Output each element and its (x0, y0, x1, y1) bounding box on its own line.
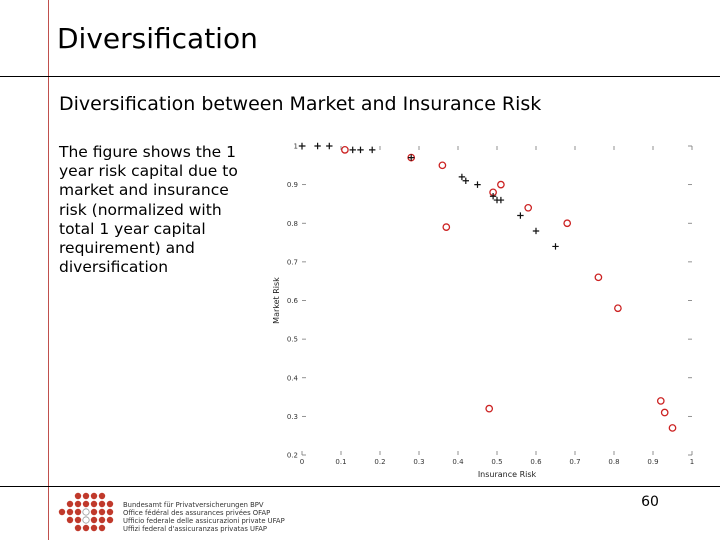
data-point-plus (314, 142, 321, 150)
data-point-circle (614, 304, 622, 313)
data-point-circle (341, 146, 349, 154)
x-tick-label: 1 (690, 458, 694, 466)
data-point-plus (532, 227, 540, 235)
x-axis-label: Insurance Risk (478, 470, 537, 479)
federal-office-name: Bundesamt für Privatversicherungen BPV O… (123, 501, 285, 533)
data-point-circle (563, 219, 572, 228)
data-point-circle (442, 223, 451, 231)
org-line: Ufficio federale delle assicurazioni pri… (123, 517, 285, 525)
x-tick-label: 0 (300, 458, 304, 466)
y-tick-label: 1 (294, 143, 298, 151)
slide-subtitle: Diversification between Market and Insur… (59, 93, 542, 115)
x-tick-label: 0.2 (374, 458, 385, 466)
title-divider-line (0, 76, 720, 77)
y-tick-label: 0.4 (287, 374, 299, 382)
data-point-plus (517, 212, 524, 219)
data-point-plus (458, 173, 466, 181)
y-tick-label: 0.9 (287, 181, 298, 189)
org-line: Bundesamt für Privatversicherungen BPV (123, 501, 264, 509)
data-point-plus (298, 142, 306, 150)
data-point-plus (326, 142, 333, 150)
data-point-circle (485, 404, 494, 413)
federal-logo-icon (58, 492, 114, 532)
x-tick-label: 0.9 (647, 458, 658, 466)
page-number: 60 (641, 494, 659, 510)
x-tick-label: 0.1 (335, 458, 346, 466)
x-tick-label: 0.3 (413, 458, 424, 466)
slide-title: Diversification (57, 22, 258, 55)
data-point-plus (357, 146, 364, 154)
y-tick-label: 0.3 (287, 413, 298, 421)
data-point-circle (594, 273, 603, 282)
y-axis-label: Market Risk (272, 277, 281, 324)
data-point-circle (656, 397, 665, 405)
accent-vertical-line (48, 0, 49, 540)
footer-divider-line (0, 486, 720, 487)
y-tick-label: 0.6 (287, 297, 299, 305)
data-point-plus (552, 243, 559, 250)
x-tick-label: 0.6 (530, 458, 542, 466)
data-point-plus (489, 193, 497, 200)
data-point-circle (660, 408, 669, 417)
data-point-plus (474, 181, 481, 188)
data-point-plus (408, 154, 415, 161)
x-tick-label: 0.8 (608, 458, 619, 466)
data-point-plus (462, 177, 469, 184)
data-point-circle (524, 203, 533, 212)
data-point-circle (497, 180, 505, 189)
data-point-circle (668, 424, 677, 432)
x-tick-label: 0.5 (491, 458, 502, 466)
y-tick-label: 0.5 (287, 336, 298, 344)
data-point-circle (438, 161, 447, 170)
y-tick-label: 0.2 (287, 452, 298, 460)
x-tick-label: 0.4 (452, 458, 464, 466)
figure-description: The figure shows the 1 year risk capital… (59, 143, 238, 277)
data-point-plus (349, 146, 356, 154)
data-point-plus (497, 196, 505, 204)
scatter-chart: 0 0.1 0.2 0.3 0.4 0.5 0.6 0.7 0.8 0.9 1 0.2 0.3 0.4 0.… (272, 142, 694, 480)
data-point-plus (369, 146, 376, 154)
y-tick-label: 0.7 (287, 258, 298, 266)
y-tick-label: 0.8 (287, 220, 298, 228)
org-line: Uffizi federal d'assicuranzas privatas U… (123, 525, 268, 533)
x-tick-label: 0.7 (569, 458, 580, 466)
org-line: Office fédéral des assurances privées OF… (123, 509, 271, 517)
